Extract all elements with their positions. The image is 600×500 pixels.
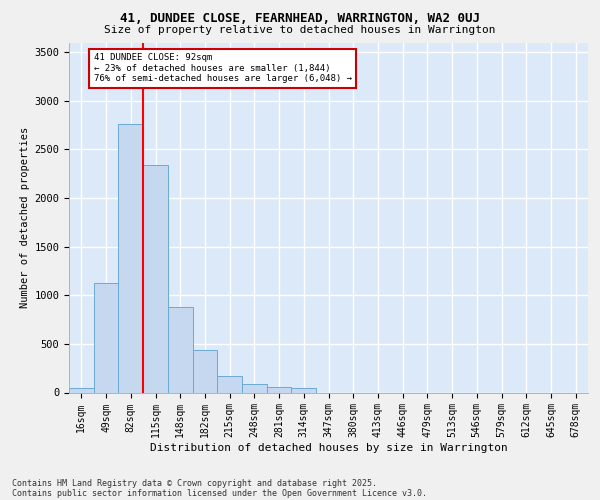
- Text: 41, DUNDEE CLOSE, FEARNHEAD, WARRINGTON, WA2 0UJ: 41, DUNDEE CLOSE, FEARNHEAD, WARRINGTON,…: [120, 12, 480, 26]
- Text: Contains HM Land Registry data © Crown copyright and database right 2025.: Contains HM Land Registry data © Crown c…: [12, 478, 377, 488]
- Y-axis label: Number of detached properties: Number of detached properties: [20, 127, 30, 308]
- Bar: [94, 282, 118, 393]
- Bar: [69, 388, 94, 392]
- Bar: [143, 165, 168, 392]
- Bar: [193, 350, 217, 393]
- Bar: [168, 307, 193, 392]
- Bar: [267, 386, 292, 392]
- Text: Size of property relative to detached houses in Warrington: Size of property relative to detached ho…: [104, 25, 496, 35]
- Text: Contains public sector information licensed under the Open Government Licence v3: Contains public sector information licen…: [12, 488, 427, 498]
- Bar: [217, 376, 242, 392]
- Bar: [292, 388, 316, 392]
- Text: 41 DUNDEE CLOSE: 92sqm
← 23% of detached houses are smaller (1,844)
76% of semi-: 41 DUNDEE CLOSE: 92sqm ← 23% of detached…: [94, 53, 352, 83]
- Bar: [242, 384, 267, 392]
- X-axis label: Distribution of detached houses by size in Warrington: Distribution of detached houses by size …: [149, 443, 508, 453]
- Bar: [118, 124, 143, 392]
